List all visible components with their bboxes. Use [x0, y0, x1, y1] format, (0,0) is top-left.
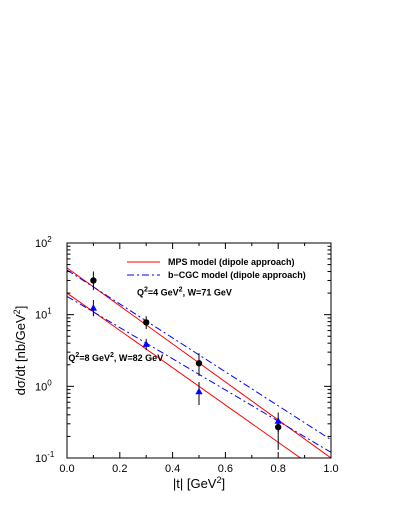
axis-tick-labels: 0.0 0.2 0.4 0.6 0.8 1.0 10-1 100 101 102 [35, 235, 339, 475]
data-point-triangle [274, 417, 282, 424]
data-point-circle [195, 360, 203, 367]
y-tick-label: 101 [35, 307, 52, 322]
plot-area [67, 267, 331, 458]
data-point-triangle [142, 340, 150, 347]
x-tick-label: 1.0 [323, 463, 338, 475]
x-tick-label: 0.4 [165, 463, 180, 475]
x-tick-label: 0.8 [271, 463, 286, 475]
data-point-circle [90, 277, 97, 284]
x-axis-label: |t| [GeV2] [173, 475, 225, 491]
annotations: Q2=4 GeV2, W=71 GeV Q2=8 GeV2, W=82 GeV [68, 287, 232, 364]
axis-ticks [66, 242, 332, 459]
y-tick-label: 10-1 [35, 450, 55, 465]
annotation-label: Q2=8 GeV2, W=82 GeV [68, 352, 163, 363]
data-point-triangle [89, 304, 97, 311]
y-axis-label: dσ/dt [nb/GeV2] [12, 306, 28, 396]
y-tick-label: 102 [35, 235, 52, 250]
legend-label: MPS model (dipole approach) [168, 257, 295, 267]
data-point-triangle [195, 387, 203, 395]
legend: MPS model (dipole approach) b−CGC model (… [127, 257, 306, 280]
legend-label: b−CGC model (dipole approach) [168, 270, 306, 280]
y-tick-label: 100 [35, 378, 52, 393]
annotation-label: Q2=4 GeV2, W=71 GeV [137, 287, 232, 298]
data-point-circle [143, 319, 150, 326]
x-tick-label: 0.6 [218, 463, 233, 475]
x-tick-label: 0.0 [59, 463, 74, 475]
x-tick-label: 0.2 [112, 463, 127, 475]
